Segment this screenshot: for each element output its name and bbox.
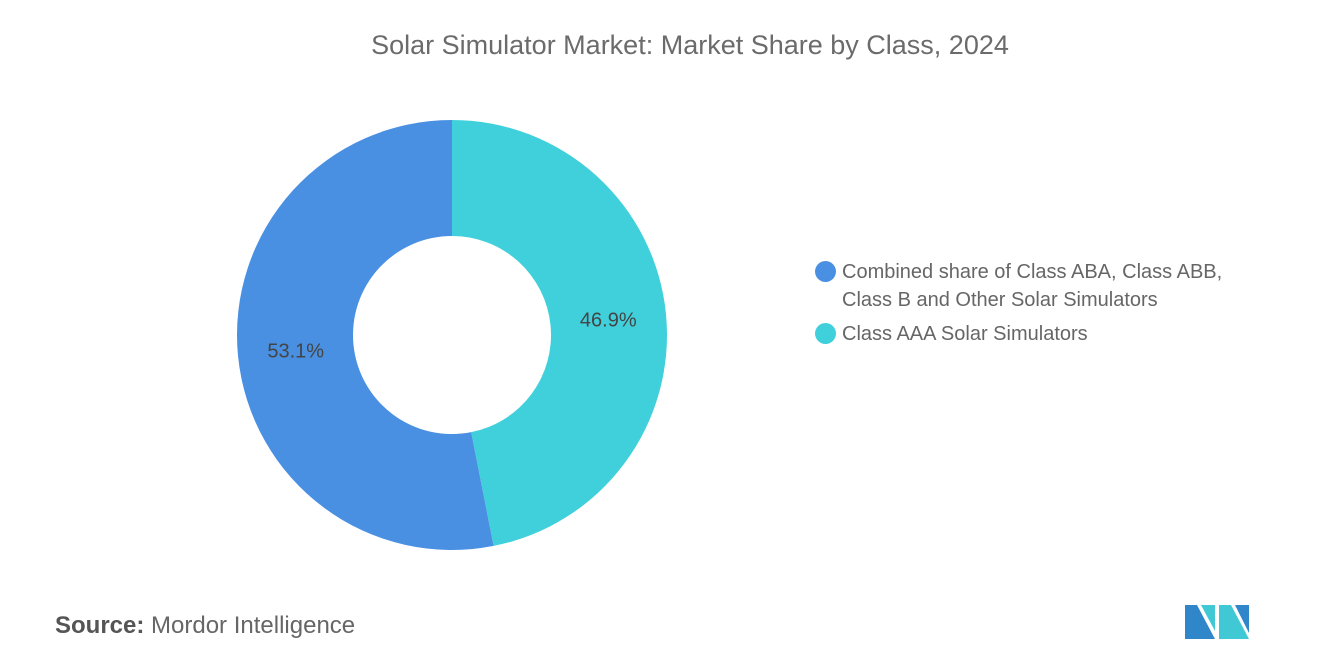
chart-title: Solar Simulator Market: Market Share by … xyxy=(371,30,1009,60)
data-label: 53.1% xyxy=(267,340,324,362)
source-label: Source: xyxy=(55,612,145,639)
slice-class-aaa xyxy=(452,120,667,546)
source-value: Mordor Intelligence xyxy=(151,612,356,639)
legend-swatch xyxy=(815,323,836,344)
legend-item-combined: Combined share of Class ABA, Class ABB, … xyxy=(815,258,1222,314)
source-note: Source: Mordor Intelligence xyxy=(55,612,355,640)
legend-label: Combined share of Class ABA, Class ABB, xyxy=(842,261,1223,283)
legend-swatch xyxy=(815,261,836,282)
legend-item-class-aaa: Class AAA Solar Simulators xyxy=(815,320,1222,348)
data-label: 46.9% xyxy=(580,310,637,332)
legend: Combined share of Class ABA, Class ABB, … xyxy=(815,258,1222,354)
legend-label: Class AAA Solar Simulators xyxy=(842,323,1088,345)
slice-combined xyxy=(236,120,494,551)
mordor-intelligence-logo xyxy=(1185,605,1249,639)
legend-label: Class B and Other Solar Simulators xyxy=(842,289,1158,311)
